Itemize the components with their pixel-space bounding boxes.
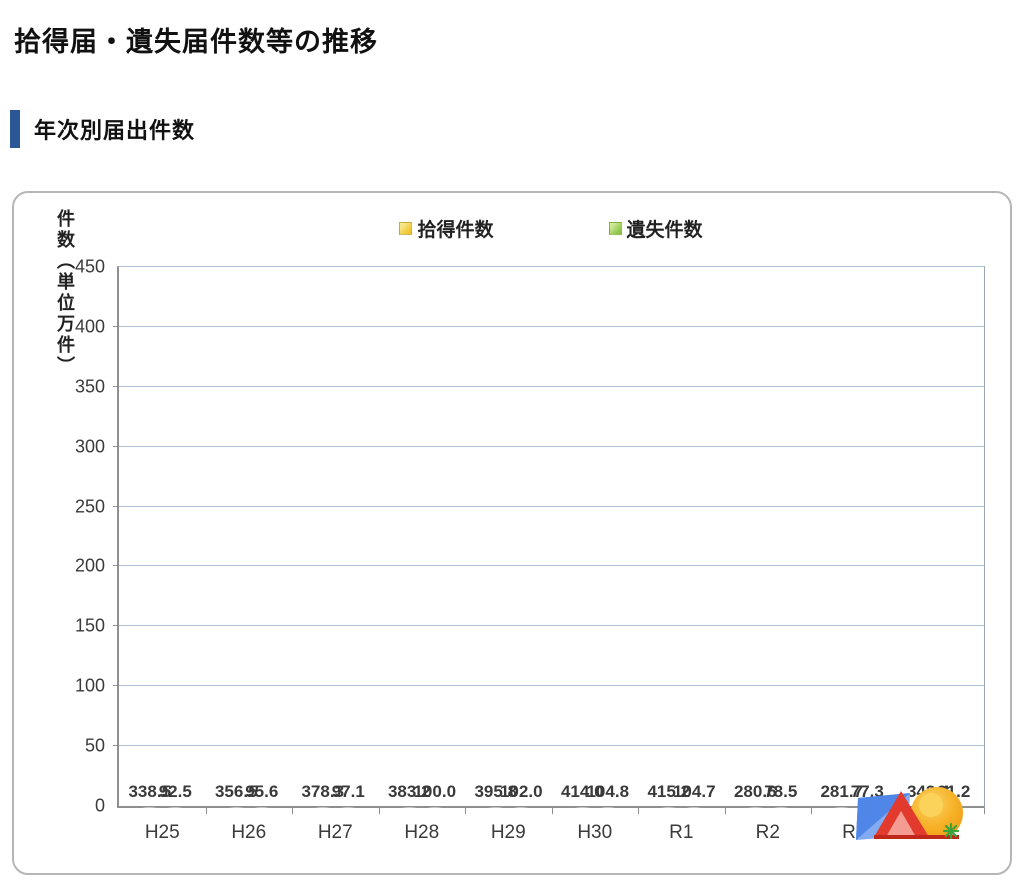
x-axis-label-H27: H27 [317, 822, 353, 843]
y-axis-tick-label: 400 [74, 316, 105, 337]
y-axis-tick-mark [113, 685, 119, 687]
page-title: 拾得届・遺失届件数等の推移 [14, 27, 378, 58]
y-axis-tick-label: 250 [74, 496, 105, 517]
legend-label-shutoku: 拾得件数 [417, 220, 494, 241]
gridline [119, 385, 984, 387]
bar-group-R1: 415.2 104.7 R1 [638, 267, 725, 843]
bar-value-label: 97.1 [331, 782, 365, 801]
bar-value-label: 356.5 [214, 782, 258, 801]
gridline [119, 745, 984, 747]
bar-value-label: 415.2 [647, 782, 691, 801]
section-accent-bar [10, 110, 20, 148]
y-axis-tick-mark [113, 745, 119, 747]
orange-circle-highlight [919, 793, 943, 817]
bar-value-label: 77.3 [850, 782, 884, 801]
red-mountain-icon [874, 791, 959, 839]
bar-value-label: 102.0 [499, 782, 543, 801]
y-axis-tick-mark [113, 505, 119, 507]
y-axis-tick-label: 300 [74, 436, 105, 457]
bar-value-label: 104.8 [586, 782, 630, 801]
y-axis-tick-label: 100 [74, 675, 105, 696]
gridline [119, 625, 984, 627]
section-title: 年次別届出件数 [34, 118, 196, 143]
bar-group-R4: 343.491.2R4 [898, 267, 985, 843]
y-axis-tick-mark [113, 625, 119, 627]
y-axis-tick-label: 150 [74, 615, 105, 636]
x-axis-label-H25: H25 [144, 822, 180, 843]
bar-value-label: 280.6 [733, 782, 777, 801]
bar-value-label: 414.0 [560, 782, 604, 801]
x-axis-label-H28: H28 [404, 822, 440, 843]
y-axis-tick-label: 450 [74, 256, 105, 277]
legend-green-swatch-icon [608, 222, 622, 235]
legend-label-ishitsu: 遺失件数 [626, 220, 703, 241]
y-axis-tick-label: 0 [94, 795, 105, 816]
gridline [119, 445, 984, 447]
bar-value-label: 338.5 [128, 782, 172, 801]
y-axis-tick-label: 50 [84, 735, 105, 756]
watermark-logo [856, 787, 963, 840]
green-sparkle-icon [942, 822, 960, 840]
bar-value-label: 281.7 [820, 782, 864, 801]
x-axis-label-R1: R1 [669, 822, 694, 843]
gridline [119, 685, 984, 687]
gridline [119, 505, 984, 507]
y-axis-unit-label: 件数（単位万件） [55, 209, 75, 377]
gridline [119, 565, 984, 567]
legend-item-ishitsu: 遺失件数 [608, 215, 703, 242]
y-axis-tick-label: 350 [74, 376, 105, 397]
y-axis-tick-mark [113, 565, 119, 567]
bar-group-H28: 383.2 100.0 H28 [379, 267, 466, 843]
plot-area: 338.5 92.5 H25 356.5 95.6 H26 378.3 97.1 H27 383.… [75, 257, 985, 843]
bar-group-R2: 280.6 78.5 R2 [725, 267, 812, 843]
y-axis-tick-mark [113, 445, 119, 447]
bar-group-H29: 395.8 102.0 H29 [465, 267, 552, 843]
bar-groups: 338.5 92.5 H25 356.5 95.6 H26 378.3 97.1 H27 383.… [119, 267, 985, 843]
bar-group-H30: 414.0 104.8 H30 [552, 267, 639, 843]
bar-group-H27: 378.3 97.1 H27 [292, 267, 379, 843]
bar-group-R3: 281.7 77.3 R3 [811, 267, 898, 843]
gridline [119, 325, 984, 327]
bar-value-label: 78.5 [764, 782, 798, 801]
chart-legend: 拾得件数 遺失件数 [117, 215, 985, 242]
bar-value-label: 378.3 [301, 782, 345, 801]
bar-group-H25: 338.5 92.5 H25 [119, 267, 206, 843]
legend-yellow-swatch-icon [399, 222, 413, 235]
bar-value-label: 104.7 [672, 782, 716, 801]
bar-value-label: 95.6 [245, 782, 279, 801]
bar-value-label: 100.0 [413, 782, 457, 801]
chart-panel: 件数（単位万件） 拾得件数 遺失件数 338.5 92.5 H25 356.5 95.6… [12, 191, 1012, 875]
y-axis-tick-label: 200 [74, 555, 105, 576]
x-axis-label-R2: R2 [755, 822, 780, 843]
bar-group-H26: 356.5 95.6 H26 [206, 267, 293, 843]
bar-value-label: 383.2 [387, 782, 431, 801]
legend-item-shutoku: 拾得件数 [399, 215, 494, 242]
y-axis-tick-mark [113, 325, 119, 327]
x-axis-label-H30: H30 [577, 822, 613, 843]
x-axis-label-H26: H26 [231, 822, 267, 843]
y-axis-tick-mark [113, 385, 119, 387]
section-header: 年次別届出件数 [10, 110, 195, 148]
bar-value-label: 395.8 [474, 782, 518, 801]
x-axis-label-H29: H29 [490, 822, 526, 843]
bar-value-label: 92.5 [158, 782, 192, 801]
